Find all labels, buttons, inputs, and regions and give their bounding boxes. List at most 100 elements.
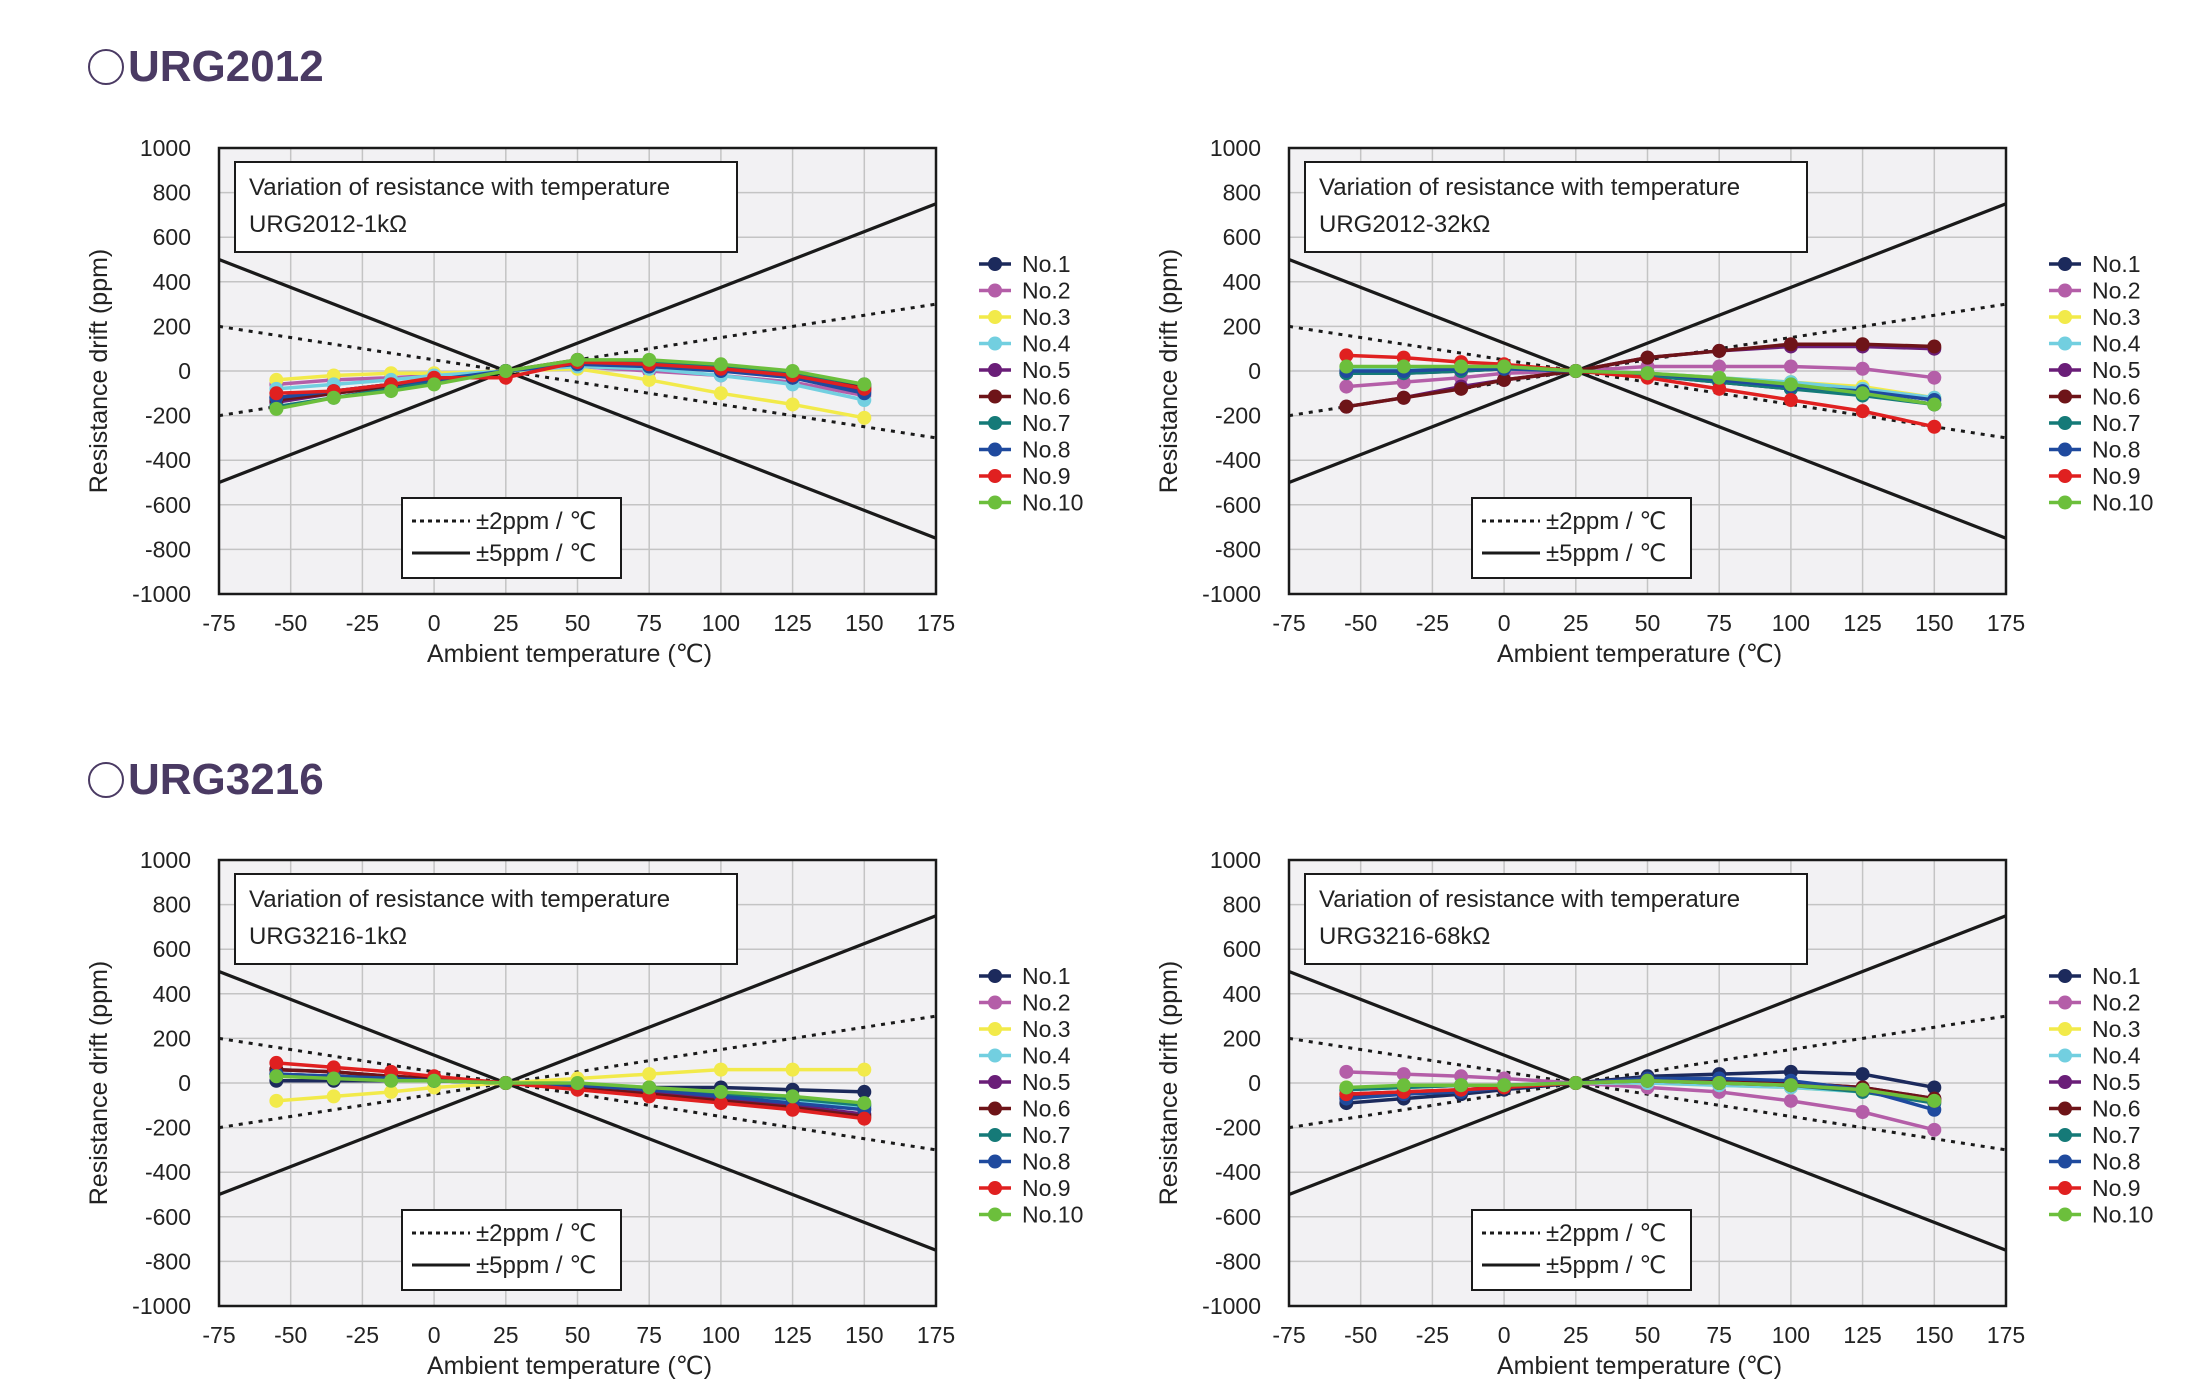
x-tick-label: -50 — [1344, 610, 1377, 636]
legend-series-label: No.10 — [2092, 1202, 2153, 1228]
legend-swatch-marker — [2058, 1075, 2072, 1089]
series-line — [276, 1067, 865, 1103]
legend-swatch-marker — [988, 495, 1002, 510]
legend-series-label: No.5 — [1022, 357, 1071, 383]
legend-series-label: No.9 — [1022, 1175, 1071, 1201]
legend-series-label: No.3 — [2092, 1016, 2141, 1042]
series-line — [1346, 364, 1935, 407]
data-point — [269, 386, 284, 401]
legend-series-label: No.2 — [2092, 278, 2141, 304]
x-tick-label: 50 — [1635, 1322, 1661, 1348]
legend-swatch-marker — [988, 1181, 1002, 1195]
data-point — [1396, 359, 1411, 374]
limit-legend-label: ±2ppm / ℃ — [476, 1220, 596, 1247]
circle-bullet-icon — [88, 49, 124, 85]
limit-legend-box — [1471, 1209, 1692, 1291]
chart-subtitle: URG2012-32kΩ — [1319, 211, 1490, 238]
data-point — [498, 1076, 513, 1090]
legend-swatch-marker — [988, 1128, 1002, 1142]
legend-series-label: No.9 — [1022, 463, 1071, 489]
y-tick-label: -400 — [1215, 447, 1261, 473]
legend-series-label: No.1 — [1022, 251, 1071, 277]
plot-border — [1287, 146, 2008, 596]
legend-series-label: No.9 — [2092, 1175, 2141, 1201]
data-point — [326, 1060, 341, 1075]
y-tick-label: 800 — [153, 892, 191, 918]
legend-series-label: No.6 — [1022, 1096, 1071, 1122]
limit-line-5ppm — [1289, 914, 2006, 1196]
y-tick-label: 600 — [153, 224, 191, 250]
y-tick-label: 0 — [1248, 358, 1261, 384]
y-tick-label: 400 — [1223, 981, 1261, 1007]
y-tick-label: 200 — [153, 1025, 191, 1051]
legend-series-label: No.9 — [2092, 463, 2141, 489]
data-point — [713, 1062, 728, 1077]
x-tick-label: -75 — [202, 1322, 235, 1348]
x-tick-label: 125 — [773, 1322, 811, 1348]
x-tick-label: 50 — [565, 1322, 591, 1348]
y-axis-label: Resistance drift (ppm) — [1155, 961, 1183, 1206]
data-point — [1783, 337, 1798, 352]
legend-series-label: No.10 — [1022, 1202, 1083, 1228]
data-point — [1396, 390, 1411, 405]
section-title-urg3216: URG3216 — [88, 755, 324, 805]
limit-line-5ppm — [219, 914, 936, 1196]
data-point — [1927, 370, 1942, 385]
data-point — [326, 1071, 341, 1086]
x-axis-label: Ambient temperature (℃) — [427, 1352, 712, 1380]
legend-swatch-marker — [988, 363, 1002, 377]
limit-legend-label: ±5ppm / ℃ — [1546, 1252, 1666, 1279]
limit-legend-label: ±2ppm / ℃ — [1546, 508, 1666, 535]
data-point — [570, 1076, 585, 1090]
y-tick-label: 1000 — [1210, 135, 1261, 161]
limit-legend-box — [1471, 497, 1692, 579]
data-point — [427, 377, 442, 392]
x-axis-label: Ambient temperature (℃) — [1497, 1352, 1782, 1380]
legend-swatch-marker — [988, 1048, 1002, 1063]
series-group — [269, 1055, 872, 1126]
y-axis-label: Resistance drift (ppm) — [85, 249, 113, 494]
data-point — [1339, 359, 1354, 374]
x-tick-label: 100 — [1772, 610, 1810, 636]
chart-subtitle: URG2012-1kΩ — [249, 211, 407, 238]
legend-series-label: No.1 — [1022, 963, 1071, 989]
y-tick-label: -800 — [145, 536, 191, 562]
data-point — [1855, 386, 1870, 401]
y-tick-label: 200 — [1223, 1025, 1261, 1051]
legend-swatch-marker — [988, 442, 1002, 457]
limit-line-5ppm — [219, 258, 936, 540]
data-point — [857, 377, 872, 392]
series-line — [1346, 1079, 1935, 1103]
data-point — [1927, 1122, 1942, 1137]
legend-swatch-marker — [988, 995, 1002, 1010]
data-point — [269, 1069, 284, 1084]
y-tick-label: -1000 — [1202, 1293, 1261, 1319]
y-tick-label: -1000 — [132, 1293, 191, 1319]
x-tick-label: -75 — [202, 610, 235, 636]
chart-title: Variation of resistance with temperature — [1319, 886, 1740, 913]
legend-series-label: No.3 — [1022, 1016, 1071, 1042]
data-point — [1783, 377, 1798, 392]
x-tick-label: 175 — [1987, 610, 2025, 636]
x-tick-label: 25 — [1563, 610, 1589, 636]
legend-series-label: No.2 — [2092, 990, 2141, 1016]
x-tick-label: 125 — [773, 610, 811, 636]
data-point — [1783, 1078, 1798, 1093]
legend-series-label: No.5 — [2092, 357, 2141, 383]
y-tick-label: -400 — [145, 1159, 191, 1185]
y-tick-label: 600 — [1223, 224, 1261, 250]
data-point — [857, 410, 872, 425]
series-group — [1339, 337, 1942, 434]
y-tick-label: -800 — [145, 1248, 191, 1274]
legend-series-label: No.7 — [2092, 1122, 2141, 1148]
legend-series-label: No.7 — [2092, 410, 2141, 436]
y-axis-label: Resistance drift (ppm) — [1155, 249, 1183, 494]
legend-swatch-marker — [2058, 969, 2072, 983]
limit-legend-box — [401, 1209, 622, 1291]
legend-swatch-marker — [988, 416, 1002, 430]
legend-swatch-marker — [988, 283, 1002, 298]
chart-title-box — [234, 873, 738, 965]
legend-swatch-marker — [2058, 363, 2072, 377]
data-point — [1855, 1082, 1870, 1097]
